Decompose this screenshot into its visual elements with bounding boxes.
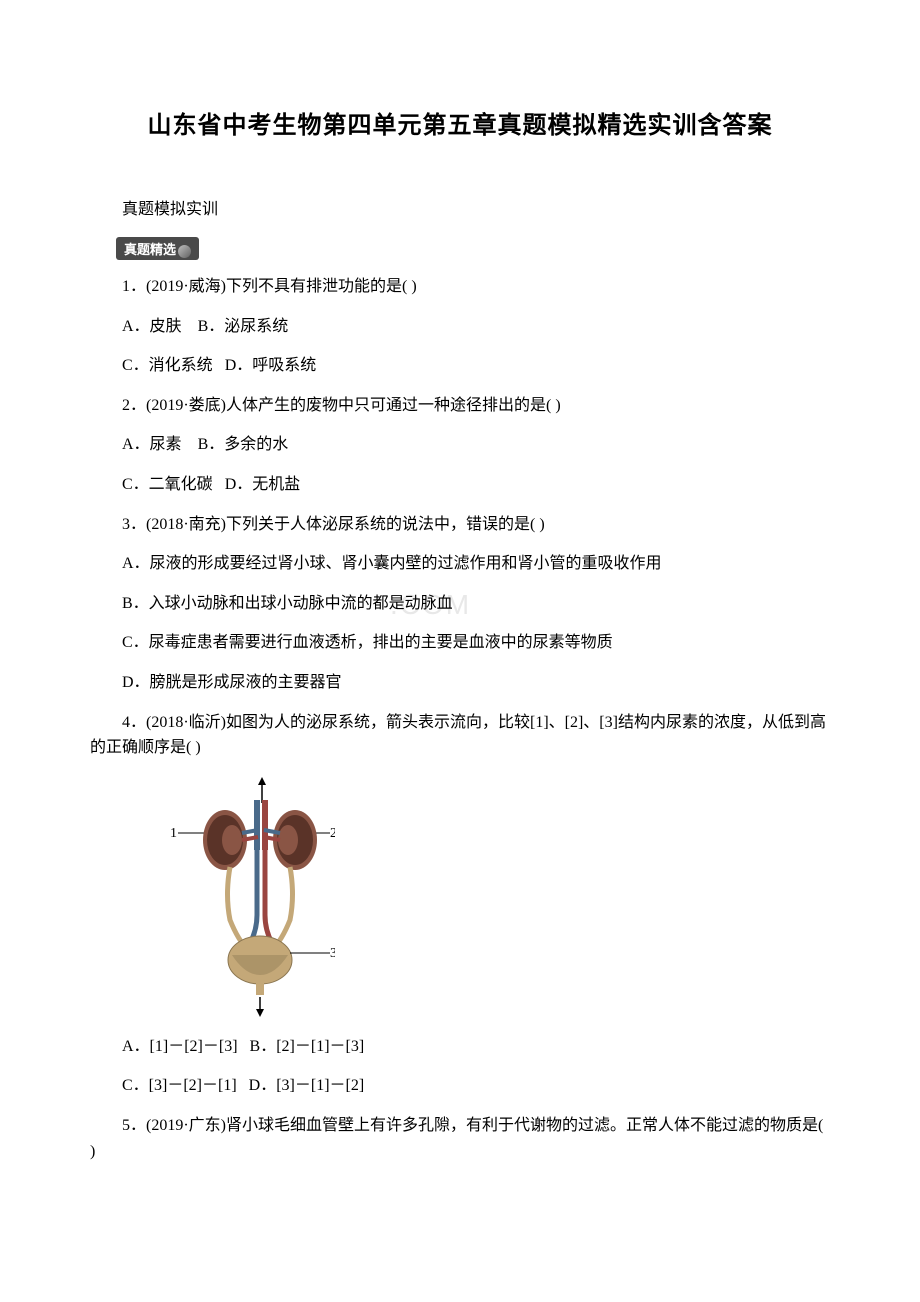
q3-opt-a: A．尿液的形成要经过肾小球、肾小囊内壁的过滤作用和肾小管的重吸收作用	[90, 551, 830, 577]
page-title: 山东省中考生物第四单元第五章真题模拟精选实训含答案	[90, 105, 830, 140]
q3-stem: 3．(2018·南充)下列关于人体泌尿系统的说法中，错误的是( )	[90, 512, 830, 538]
q4-options-ab: A．[1]－[2]－[3] B．[2]－[1]－[3]	[90, 1034, 830, 1060]
q4-stem: 4．(2018·临沂)如图为人的泌尿系统，箭头表示流向，比较[1]、[2]、[3…	[90, 710, 830, 761]
badge-row: 真题精选	[90, 237, 830, 274]
q3-opt-d: D．膀胱是形成尿液的主要器官	[90, 670, 830, 696]
q4-opt-c: C．[3]－[2]－[1]	[122, 1077, 237, 1094]
q2-options-ab: A．尿素 B．多余的水	[90, 432, 830, 458]
q3-opt-b: B．入球小动脉和出球小动脉中流的都是动脉血	[90, 591, 830, 617]
q5-stem: 5．(2019·广东)肾小球毛细血管壁上有许多孔隙，有利于代谢物的过滤。正常人体…	[90, 1113, 830, 1164]
q2-opt-b: B．多余的水	[198, 436, 289, 453]
q1-opt-a: A．皮肤	[122, 318, 182, 335]
q2-opt-c: C．二氧化碳	[122, 476, 213, 493]
q1-opt-d: D．呼吸系统	[225, 357, 317, 374]
urinary-system-figure: 1 2	[170, 775, 830, 1020]
section-badge: 真题精选	[116, 237, 199, 260]
badge-label: 真题精选	[124, 242, 176, 257]
q1-options-ab: A．皮肤 B．泌尿系统	[90, 314, 830, 340]
q1-opt-b: B．泌尿系统	[198, 318, 289, 335]
q4-opt-d: D．[3]－[1]－[2]	[249, 1077, 365, 1094]
q4-options-cd: C．[3]－[2]－[1] D．[3]－[1]－[2]	[90, 1073, 830, 1099]
q4-opt-a: A．[1]－[2]－[3]	[122, 1038, 238, 1055]
badge-circle-icon	[178, 245, 191, 258]
figure-label-1: 1	[170, 826, 177, 841]
q2-options-cd: C．二氧化碳 D．无机盐	[90, 472, 830, 498]
q2-opt-a: A．尿素	[122, 436, 182, 453]
q2-stem: 2．(2019·娄底)人体产生的废物中只可通过一种途径排出的是( )	[90, 393, 830, 419]
q1-options-cd: C．消化系统 D．呼吸系统	[90, 353, 830, 379]
figure-label-3: 3	[330, 946, 335, 961]
q1-stem: 1．(2019·威海)下列不具有排泄功能的是( )	[90, 274, 830, 300]
subtitle: 真题模拟实训	[90, 195, 830, 219]
q4-opt-b: B．[2]－[1]－[3]	[250, 1038, 365, 1055]
q1-opt-c: C．消化系统	[122, 357, 213, 374]
figure-label-2: 2	[330, 826, 335, 841]
q2-opt-d: D．无机盐	[225, 476, 301, 493]
q3-opt-c: C．尿毒症患者需要进行血液透析，排出的主要是血液中的尿素等物质	[90, 630, 830, 656]
